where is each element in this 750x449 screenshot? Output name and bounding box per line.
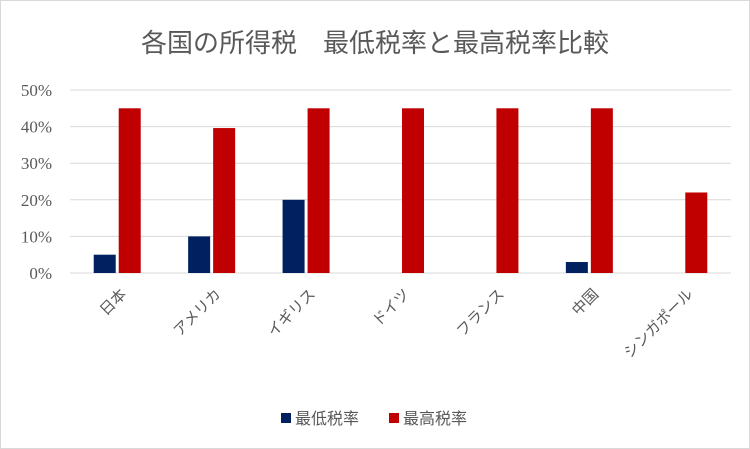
y-tick-label: 40%	[21, 118, 52, 137]
bar-min	[93, 254, 116, 273]
chart-title: 各国の所得税 最低税率と最高税率比較	[141, 29, 609, 59]
bar-max	[307, 108, 330, 273]
bar-min	[282, 199, 305, 273]
bar-max	[402, 108, 424, 273]
legend: 最低税率 最高税率	[281, 409, 467, 428]
legend-item: 最高税率	[389, 409, 467, 428]
y-tick-label: 10%	[21, 227, 52, 246]
legend-item: 最低税率	[281, 409, 359, 428]
y-tick-label: 0%	[29, 264, 52, 283]
bars	[93, 108, 708, 273]
category-label: シンガポール	[620, 285, 696, 361]
category-label: アメリカ	[170, 285, 225, 340]
category-label: 日本	[96, 285, 130, 319]
y-axis-tick-labels: 0% 10% 20% 30% 40% 50%	[21, 81, 52, 283]
bar-max	[213, 128, 236, 273]
legend-swatch	[389, 413, 399, 423]
y-tick-label: 20%	[21, 191, 52, 210]
bar-max	[685, 192, 708, 273]
bar-max	[118, 108, 141, 273]
category-label: イギリス	[264, 285, 319, 340]
x-axis-category-labels: 日本 アメリカ イギリス ドイツ フランス 中国 シンガポール	[96, 285, 697, 361]
bar-max	[496, 108, 519, 273]
bar-max	[590, 108, 613, 273]
gridlines	[70, 89, 731, 274]
bar-min	[188, 236, 211, 273]
bar-min	[565, 262, 588, 273]
category-label: 中国	[568, 285, 602, 319]
y-tick-label: 50%	[21, 81, 52, 100]
legend-label: 最低税率	[295, 409, 359, 428]
category-label: ドイツ	[369, 285, 414, 330]
y-tick-label: 30%	[21, 154, 52, 173]
legend-swatch	[281, 413, 291, 423]
category-label: フランス	[453, 285, 508, 340]
legend-label: 最高税率	[403, 409, 467, 428]
